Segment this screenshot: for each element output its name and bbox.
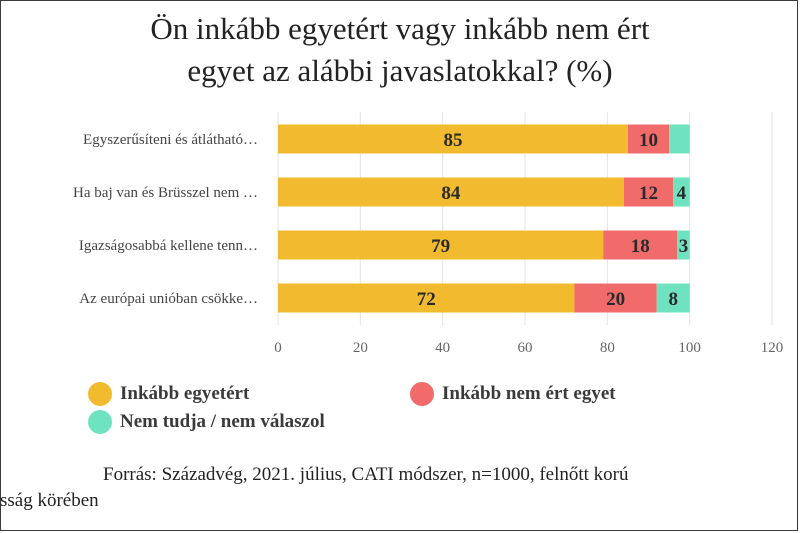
category-label: Egyszerűsíteni és átlátható… (83, 132, 258, 148)
x-tick-label: 0 (274, 340, 282, 356)
legend-label-disagree: Inkább nem ért egyet (442, 383, 616, 404)
legend-item-disagree: Inkább nem ért egyet (410, 382, 616, 406)
bar-segment (627, 124, 670, 154)
bar-segment (278, 124, 628, 154)
data-label: 3 (679, 236, 689, 257)
bar-segment (623, 177, 674, 207)
source-line-2: sság körében (0, 490, 99, 511)
bar-segment (603, 230, 678, 260)
x-tick-label: 20 (353, 340, 368, 356)
bar-segment (656, 283, 690, 313)
data-label: 84 (441, 183, 461, 204)
x-tick-label: 100 (678, 340, 701, 356)
legend-label-dont-know: Nem tudja / nem válaszol (120, 411, 325, 432)
stacked-bar-chart: 0 20 40 60 80 100 120 Egyszerűsíteni és átlátha… (73, 112, 784, 356)
bar-segment (278, 283, 575, 313)
bar-segment (574, 283, 657, 313)
x-tick-label: 60 (518, 340, 533, 356)
legend-swatch-disagree (410, 382, 434, 406)
data-label: 85 (443, 130, 462, 151)
data-label: 20 (606, 289, 625, 310)
source-note: Forrás: Századvég, 2021. július, CATI mó… (0, 462, 800, 514)
data-label: 4 (677, 183, 687, 204)
legend-swatch-dont-know (88, 410, 112, 434)
legend-swatch-agree (88, 382, 112, 406)
data-label: 72 (417, 289, 436, 310)
chart-title: Ön inkább egyetért vagy inkább nem ért e… (0, 8, 800, 92)
legend-item-dont-know: Nem tudja / nem válaszol (88, 410, 325, 434)
data-label: 18 (631, 236, 650, 257)
legend-item-agree: Inkább egyetért (88, 382, 249, 406)
category-label: Igazságosabbá kellene tenn… (79, 238, 258, 254)
data-label: 12 (639, 183, 658, 204)
category-label: Az európai unióban csökke… (79, 291, 258, 307)
chart-title-line-2: egyet az alábbi javaslatokkal? (%) (187, 53, 613, 88)
bar-segment (673, 177, 690, 207)
x-tick-label: 80 (600, 340, 615, 356)
source-line-1: Forrás: Századvég, 2021. július, CATI mó… (103, 464, 629, 485)
bar-segment (278, 230, 604, 260)
x-tick-label: 40 (435, 340, 450, 356)
data-label: 79 (431, 236, 450, 257)
bar-segment (677, 230, 690, 260)
bar-segment (278, 177, 624, 207)
data-label: 8 (668, 289, 678, 310)
category-label: Ha baj van és Brüsszel nem … (73, 185, 258, 201)
bar-segment (669, 124, 690, 154)
x-tick-label: 120 (761, 340, 784, 356)
data-label: 10 (639, 130, 658, 151)
legend-label-agree: Inkább egyetért (120, 383, 250, 404)
chart-title-line-1: Ön inkább egyetért vagy inkább nem ért (150, 11, 650, 46)
